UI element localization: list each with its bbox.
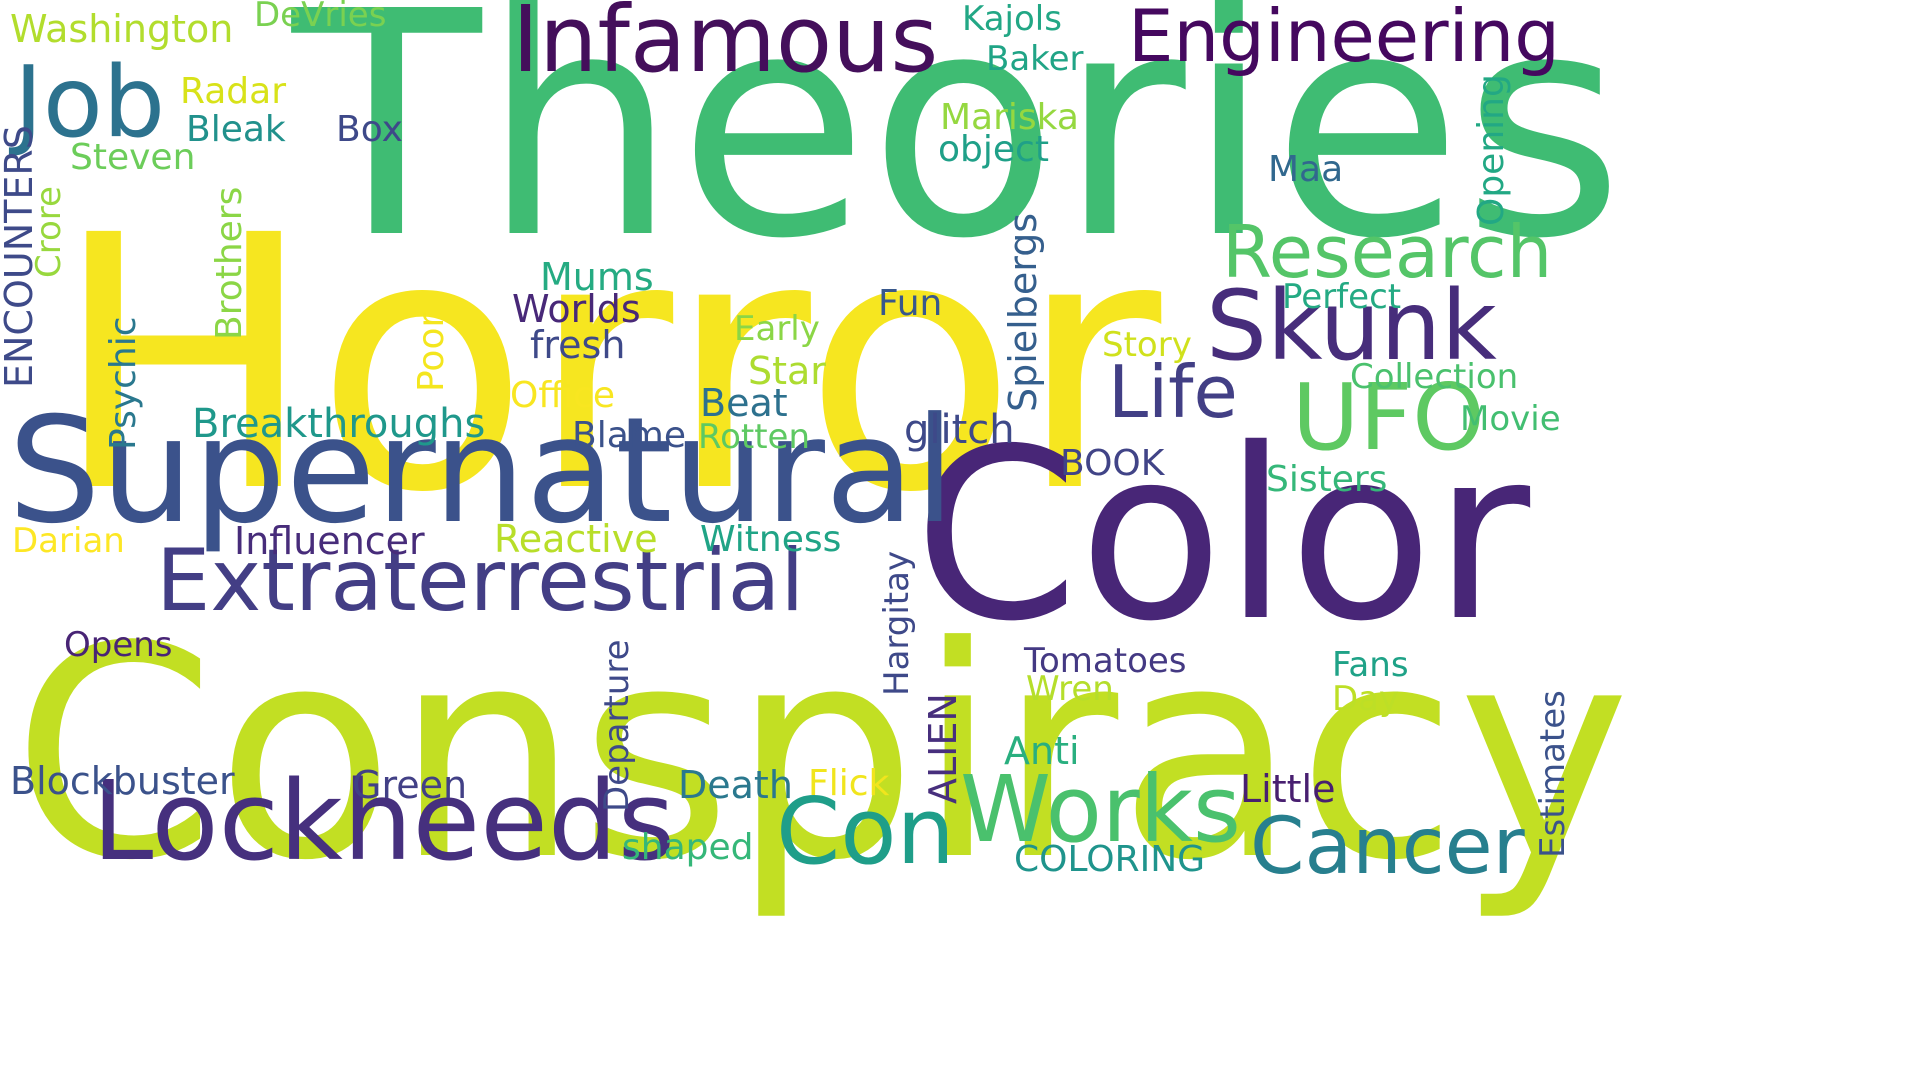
word-kajols: Kajols [962, 0, 1062, 39]
word-bleak: Bleak [186, 109, 286, 150]
word-story: Story [1102, 325, 1192, 365]
word-maa: Maa [1268, 149, 1344, 190]
word-movie: Movie [1460, 399, 1561, 439]
word-horror: Horror [52, 161, 1162, 569]
word-early: Early [734, 309, 820, 349]
word-radar: Radar [180, 71, 286, 112]
word-shaped: shaped [622, 827, 754, 868]
word-poor: Poor [411, 312, 452, 392]
word-office: Office [510, 375, 616, 416]
word-blockbuster: Blockbuster [10, 759, 235, 803]
word-flick: Flick [808, 763, 890, 804]
word-breakthroughs: Breakthroughs [192, 401, 486, 447]
word-brothers: Brothers [209, 186, 250, 340]
word-opening: Opening [1471, 74, 1512, 226]
word-beat: Beat [700, 381, 788, 425]
word-worlds: Worlds [512, 287, 641, 331]
word-extraterrestrial: Extraterrestrial [156, 531, 805, 631]
word-cancer: Cancer [1250, 802, 1525, 892]
word-life: Life [1108, 350, 1238, 434]
word-sisters: Sisters [1266, 459, 1388, 500]
word-perfect: Perfect [1282, 277, 1402, 317]
word-color: Color [914, 398, 1531, 673]
word-psychic: Psychic [103, 316, 144, 450]
word-skunk: Skunk [1206, 270, 1497, 382]
word-anti: Anti [1004, 729, 1080, 773]
word-death: Death [678, 763, 793, 807]
word-ufo: UFO [1292, 364, 1485, 471]
word-crore: Crore [29, 186, 69, 278]
word-job: Job [14, 46, 166, 160]
word-conspiracy: Conspiracy [12, 584, 1631, 924]
word-glitch: glitch [904, 407, 1015, 453]
word-coloring: COLORING [1014, 839, 1206, 880]
word-star: Star [748, 349, 826, 393]
word-book: BOOK [1060, 443, 1165, 484]
word-theories: Theories [292, 0, 1625, 307]
word-fresh: fresh [530, 323, 626, 367]
word-collection: Collection [1350, 357, 1519, 397]
word-witness: Witness [700, 519, 842, 560]
word-influencer: Influencer [234, 519, 425, 563]
word-con: Con [776, 778, 955, 885]
word-spielbergs: Spielbergs [1001, 212, 1045, 412]
word-supernatural: Supernatural [8, 386, 956, 556]
word-day: Day [1332, 679, 1400, 719]
word-wren: Wren [1026, 669, 1114, 709]
word-washington: Washington [10, 7, 234, 51]
word-mums: Mums [540, 255, 654, 299]
word-research: Research [1222, 210, 1553, 294]
word-lockheeds: Lockheeds [92, 757, 676, 885]
word-works: Works [960, 756, 1241, 863]
word-alien: ALIEN [921, 693, 965, 804]
word-opens: Opens [64, 625, 173, 665]
word-rotten: Rotten [698, 417, 811, 457]
word-engineering: Engineering [1128, 0, 1560, 78]
word-estimates: Estimates [1533, 690, 1573, 858]
word-darian: Darian [12, 521, 125, 561]
word-hargitay: Hargitay [877, 550, 917, 696]
word-fun: Fun [878, 283, 943, 324]
word-fans: Fans [1332, 645, 1409, 685]
word-steven: Steven [70, 137, 196, 178]
word-infamous: Infamous [512, 0, 939, 93]
word-departure: Departure [597, 639, 637, 812]
word-tomatoes: Tomatoes [1024, 641, 1187, 681]
word-blame: Blame [572, 415, 686, 456]
word-baker: Baker [986, 39, 1084, 79]
word-object: object [938, 129, 1049, 170]
word-box: Box [336, 109, 403, 150]
word-little: Little [1240, 767, 1336, 811]
word-reactive: Reactive [494, 517, 658, 561]
word-green: Green [352, 763, 468, 807]
word-mariska: Mariska [940, 97, 1079, 138]
word-devries: DeVries [254, 0, 387, 35]
